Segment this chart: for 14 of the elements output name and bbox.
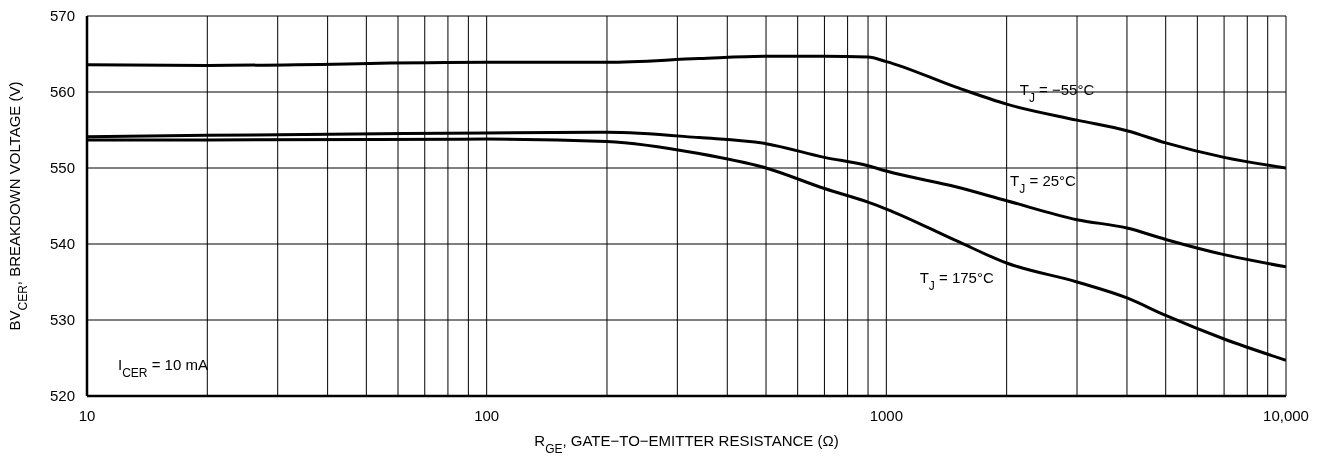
y-tick-label: 540: [49, 235, 75, 253]
y-tick-label: 560: [49, 83, 75, 101]
series-label: T$_{J}$ = 175°C: [919, 268, 994, 293]
series-label: T$_{J}$ = −55°C: [1019, 81, 1095, 106]
y-tick-label: 570: [49, 7, 75, 25]
series-label: T$_{J}$ = 25°C: [1010, 171, 1077, 196]
x-tick-label: 100: [474, 406, 500, 424]
x-axis-title: R$_{GE}$, GATE−TO−EMITTER RESISTANCE (Ω): [534, 432, 839, 456]
x-tick-label: 10,000: [1263, 406, 1309, 424]
x-tick-label: 10: [78, 406, 96, 424]
y-tick-label: 530: [49, 311, 75, 329]
y-tick-label: 520: [49, 387, 75, 405]
y-tick-label: 550: [49, 159, 75, 177]
x-tick-label: 1000: [869, 406, 904, 424]
